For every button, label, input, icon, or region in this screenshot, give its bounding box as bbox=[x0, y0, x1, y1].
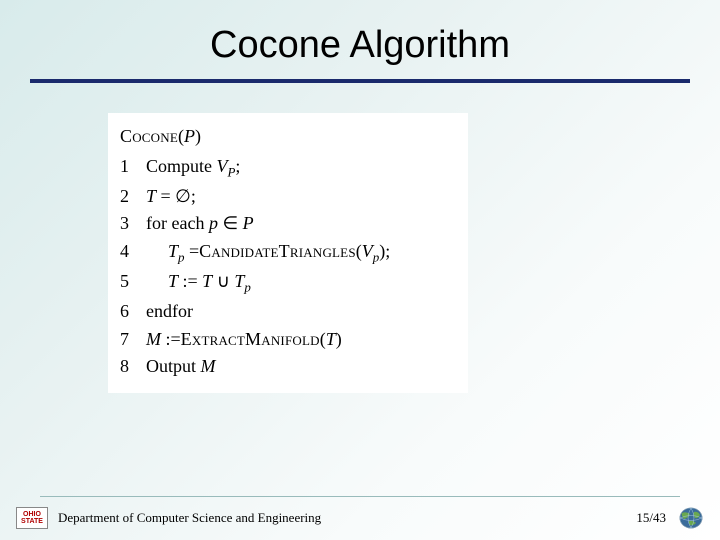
line-body: T := T ∪ Tp bbox=[146, 268, 251, 298]
line-number: 7 bbox=[120, 326, 146, 354]
algo-line: 8Output M bbox=[120, 353, 456, 381]
globe-logo bbox=[676, 505, 706, 531]
algorithm-header: Cocone(P) bbox=[120, 123, 456, 151]
line-number: 6 bbox=[120, 298, 146, 326]
footer-rule bbox=[40, 496, 680, 497]
title-rule bbox=[30, 79, 690, 83]
algo-arg: P bbox=[184, 126, 195, 146]
line-body: Output M bbox=[146, 353, 216, 381]
slide: Cocone Algorithm Cocone(P) 1Compute VP;2… bbox=[0, 0, 720, 540]
algo-name: Cocone bbox=[120, 126, 178, 146]
algo-line: 2T = ∅; bbox=[120, 183, 456, 211]
line-number: 3 bbox=[120, 210, 146, 238]
ohio-state-logo: OHIOSTATE bbox=[14, 504, 50, 532]
slide-title: Cocone Algorithm bbox=[40, 24, 680, 67]
line-number: 2 bbox=[120, 183, 146, 211]
algorithm-box: Cocone(P) 1Compute VP;2T = ∅;3for each p… bbox=[108, 113, 468, 393]
line-body: Tp =CandidateTriangles(Vp); bbox=[146, 238, 390, 268]
algo-line: 6endfor bbox=[120, 298, 456, 326]
line-number: 5 bbox=[120, 268, 146, 298]
algo-line: 4Tp =CandidateTriangles(Vp); bbox=[120, 238, 456, 268]
line-body: for each p ∈ P bbox=[146, 210, 254, 238]
line-body: endfor bbox=[146, 298, 193, 326]
line-body: T = ∅; bbox=[146, 183, 196, 211]
line-number: 1 bbox=[120, 153, 146, 183]
line-number: 8 bbox=[120, 353, 146, 381]
page-number: 15/43 bbox=[636, 510, 666, 526]
algo-line: 1Compute VP; bbox=[120, 153, 456, 183]
line-body: M :=ExtractManifold(T) bbox=[146, 326, 342, 354]
department-text: Department of Computer Science and Engin… bbox=[58, 510, 321, 526]
algo-line: 7M :=ExtractManifold(T) bbox=[120, 326, 456, 354]
algo-line: 3for each p ∈ P bbox=[120, 210, 456, 238]
algo-line: 5T := T ∪ Tp bbox=[120, 268, 456, 298]
logo-left-text: OHIOSTATE bbox=[21, 511, 43, 525]
footer: OHIOSTATE Department of Computer Science… bbox=[0, 496, 720, 540]
line-body: Compute VP; bbox=[146, 153, 240, 183]
line-number: 4 bbox=[120, 238, 146, 268]
algorithm-lines: 1Compute VP;2T = ∅;3for each p ∈ P4Tp =C… bbox=[120, 153, 456, 381]
